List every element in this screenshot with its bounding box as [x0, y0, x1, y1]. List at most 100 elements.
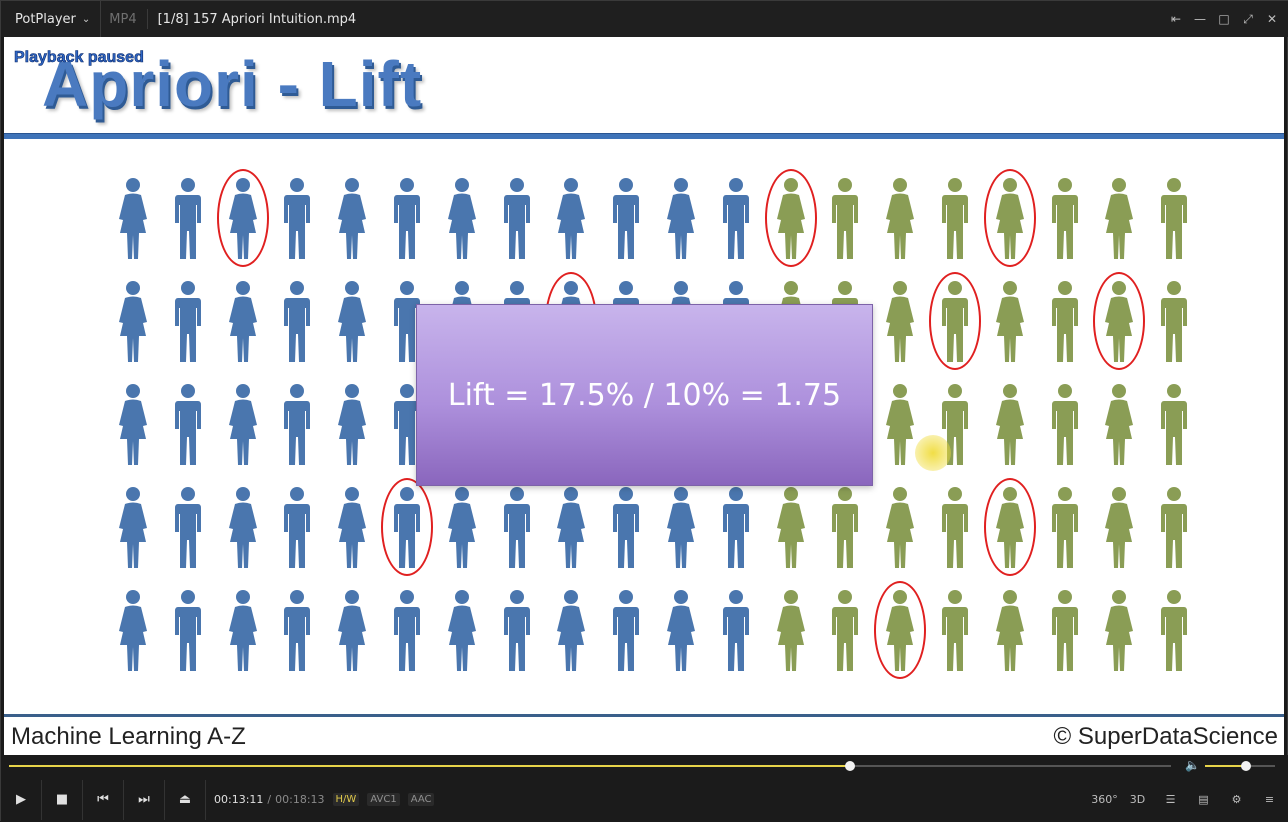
female-figure [330, 383, 374, 467]
female-figure [221, 383, 265, 467]
female-figure [111, 383, 155, 467]
gear-icon[interactable]: ⚙ [1231, 793, 1242, 806]
male-figure [1152, 383, 1196, 467]
male-figure [385, 177, 429, 261]
volume-level [1205, 765, 1246, 767]
format-label: MP4 [101, 9, 148, 29]
vr-360-button[interactable]: 360° [1091, 793, 1118, 806]
male-figure [1043, 486, 1087, 570]
cursor-highlight [915, 435, 951, 471]
male-figure [166, 589, 210, 673]
male-figure [1043, 280, 1087, 364]
volume-icon[interactable]: 🔈 [1185, 758, 1200, 772]
seek-progress [9, 765, 851, 767]
time-separator: / [267, 793, 272, 806]
female-figure [549, 486, 593, 570]
male-figure [166, 486, 210, 570]
female-figure [1097, 589, 1141, 673]
male-figure [275, 486, 319, 570]
male-figure [495, 589, 539, 673]
maximize-button[interactable]: □ [1218, 12, 1230, 26]
female-figure [440, 177, 484, 261]
previous-button[interactable]: ⏮ [83, 779, 124, 820]
male-figure [1043, 177, 1087, 261]
male-figure [166, 177, 210, 261]
pin-icon[interactable]: ⇤ [1170, 12, 1182, 26]
minimize-button[interactable]: — [1194, 12, 1206, 26]
control-bar: ▶ ■ ⏮ ⏭ ⏏ 00:13:11/00:18:13 H/W AVC1 AAC… [1, 777, 1288, 822]
female-figure [1097, 383, 1141, 467]
app-name: PotPlayer [15, 11, 76, 27]
male-figure [275, 177, 319, 261]
seek-bar[interactable] [9, 761, 1171, 771]
file-title: [1/8] 157 Apriori Intuition.mp4 [157, 11, 357, 27]
female-figure [221, 280, 265, 364]
female-figure [440, 486, 484, 570]
volume-handle[interactable] [1240, 761, 1251, 771]
slide-header-rule [4, 133, 1284, 139]
female-figure [1097, 486, 1141, 570]
male-figure [275, 589, 319, 673]
slide-title: Apriori - Lift [42, 48, 423, 120]
chevron-down-icon: ⌄ [81, 13, 91, 25]
female-figure [440, 589, 484, 673]
female-figure [330, 589, 374, 673]
female-figure [878, 177, 922, 261]
female-figure [988, 589, 1032, 673]
eject-button[interactable]: ⏏ [165, 779, 206, 820]
female-figure [221, 589, 265, 673]
male-figure [604, 177, 648, 261]
female-figure [659, 589, 703, 673]
male-figure [275, 383, 319, 467]
next-button[interactable]: ⏭ [124, 779, 165, 820]
male-figure [166, 280, 210, 364]
male-figure [823, 177, 867, 261]
male-figure [714, 589, 758, 673]
female-figure [549, 589, 593, 673]
video-codec-badge[interactable]: AVC1 [367, 793, 400, 806]
female-figure [330, 177, 374, 261]
female-figure [878, 383, 922, 467]
male-figure [823, 589, 867, 673]
copyright: © SuperDataScience [1053, 723, 1278, 750]
highlight-ring [983, 169, 1036, 267]
female-figure [878, 280, 922, 364]
volume-slider[interactable] [1205, 761, 1275, 771]
menu-icon[interactable]: ≡ [1264, 793, 1275, 806]
hw-decode-badge[interactable]: H/W [332, 793, 360, 806]
male-figure [385, 589, 429, 673]
female-figure [988, 280, 1032, 364]
female-figure [1097, 177, 1141, 261]
male-figure [1152, 177, 1196, 261]
seek-handle[interactable] [845, 761, 856, 771]
female-figure [111, 177, 155, 261]
highlight-ring [764, 169, 817, 267]
male-figure [714, 486, 758, 570]
slide-footer-rule [4, 714, 1284, 717]
close-button[interactable]: ✕ [1266, 12, 1278, 26]
window-controls: ⇤ — □ ⤢ ✕ [1167, 1, 1281, 37]
playlist-icon[interactable]: ▤ [1198, 793, 1209, 806]
male-figure [495, 486, 539, 570]
female-figure [659, 486, 703, 570]
right-controls: 360° 3D ☰ ▤ ⚙ ≡ [1089, 777, 1285, 822]
female-figure [330, 486, 374, 570]
female-figure [111, 486, 155, 570]
female-figure [111, 280, 155, 364]
male-figure [1043, 589, 1087, 673]
audio-codec-badge[interactable]: AAC [407, 793, 435, 806]
total-time: 00:18:13 [275, 793, 325, 806]
video-frame[interactable]: Apriori - Lift Playback paused Lift = 17… [4, 37, 1284, 755]
app-menu-button[interactable]: PotPlayer ⌄ [1, 1, 102, 37]
play-button[interactable]: ▶ [1, 779, 42, 820]
female-figure [769, 486, 813, 570]
fullscreen-button[interactable]: ⤢ [1243, 11, 1253, 26]
osd-status: Playback paused [14, 49, 144, 67]
male-figure [714, 177, 758, 261]
3d-button[interactable]: 3D [1129, 793, 1146, 806]
female-figure [330, 280, 374, 364]
male-figure [604, 486, 648, 570]
chapter-search-icon[interactable]: ☰ [1165, 793, 1176, 806]
stop-button[interactable]: ■ [42, 779, 83, 820]
male-figure [933, 177, 977, 261]
